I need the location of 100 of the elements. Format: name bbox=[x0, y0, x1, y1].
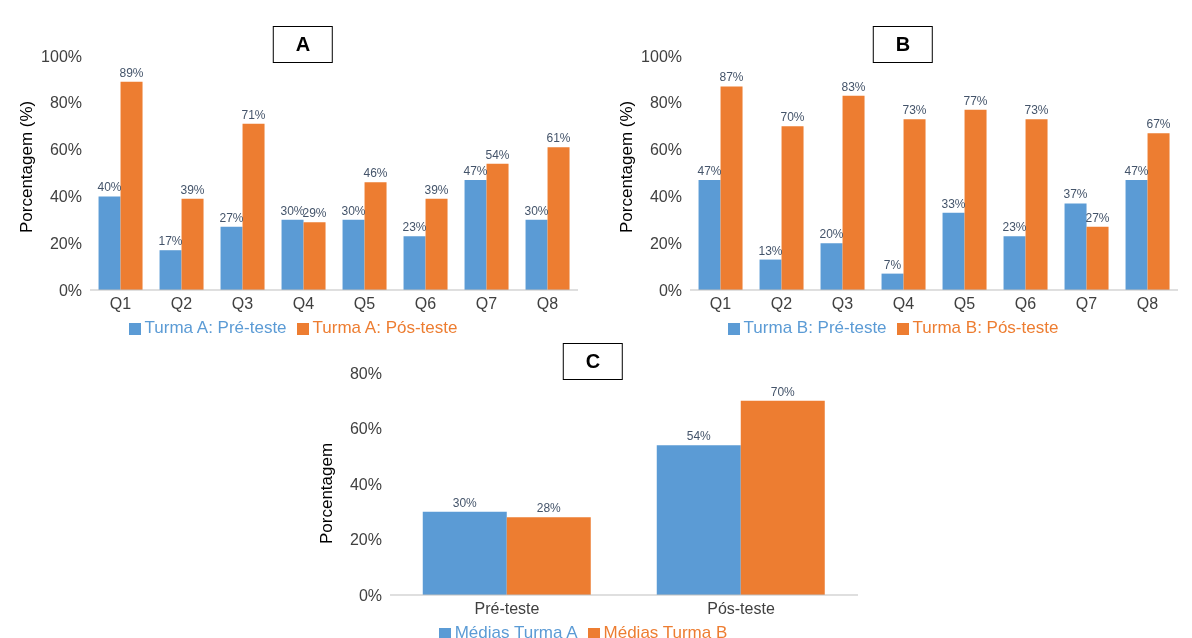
data-label: 23% bbox=[402, 220, 427, 235]
data-label: 7% bbox=[883, 257, 902, 272]
x-tick-label: Q4 bbox=[292, 295, 315, 313]
data-label: 83% bbox=[841, 79, 866, 94]
bar bbox=[698, 180, 721, 290]
y-axis-title: Porcentagem (%) bbox=[17, 100, 37, 233]
y-tick-label: 60% bbox=[349, 420, 382, 438]
bar bbox=[120, 81, 143, 290]
x-tick-label: Q7 bbox=[475, 295, 498, 313]
chart-title: A bbox=[272, 26, 334, 63]
bar bbox=[525, 219, 548, 290]
data-label: 40% bbox=[97, 180, 122, 195]
bar bbox=[303, 222, 326, 290]
x-tick-label: Q8 bbox=[1136, 295, 1159, 313]
data-label: 28% bbox=[536, 501, 562, 516]
y-tick-label: 40% bbox=[349, 475, 382, 493]
data-label: 27% bbox=[219, 210, 244, 225]
y-tick-label: 40% bbox=[649, 188, 682, 206]
x-tick-label: Q3 bbox=[831, 295, 854, 313]
bar bbox=[1064, 203, 1087, 290]
bar bbox=[820, 243, 843, 290]
y-tick-label: 0% bbox=[58, 281, 82, 299]
bar bbox=[720, 86, 743, 290]
legend-label: Médias Turma B bbox=[603, 623, 728, 638]
x-tick-label: Q8 bbox=[536, 295, 559, 313]
bar bbox=[486, 163, 509, 290]
legend-label: Turma A: Pré-teste bbox=[144, 318, 287, 337]
data-label: 70% bbox=[770, 384, 796, 399]
x-tick-label: Q1 bbox=[709, 295, 732, 313]
data-label: 47% bbox=[697, 164, 722, 179]
data-label: 30% bbox=[524, 203, 549, 218]
y-tick-label: 60% bbox=[649, 141, 682, 159]
bar bbox=[181, 198, 204, 290]
data-label: 67% bbox=[1146, 117, 1171, 132]
y-tick-label: 100% bbox=[41, 47, 82, 65]
bar bbox=[422, 511, 507, 595]
data-label: 89% bbox=[119, 65, 144, 80]
y-tick-label: 0% bbox=[658, 281, 682, 299]
bar bbox=[220, 226, 243, 290]
bar bbox=[740, 400, 825, 595]
data-label: 39% bbox=[180, 182, 205, 197]
data-label: 87% bbox=[719, 70, 744, 85]
x-tick-label: Q6 bbox=[1014, 295, 1037, 313]
y-tick-label: 80% bbox=[349, 364, 382, 382]
x-tick-label: Q2 bbox=[170, 295, 193, 313]
data-label: 54% bbox=[485, 147, 510, 162]
data-label: 47% bbox=[1124, 164, 1149, 179]
data-label: 73% bbox=[902, 103, 927, 118]
data-label: 61% bbox=[546, 131, 571, 146]
bar bbox=[403, 236, 426, 290]
data-label: 54% bbox=[686, 429, 712, 444]
y-tick-label: 80% bbox=[649, 94, 682, 112]
x-tick-label: Pré-teste bbox=[474, 600, 540, 618]
bar bbox=[547, 147, 570, 290]
chart-title: C bbox=[562, 343, 624, 380]
bar bbox=[759, 259, 782, 290]
bar bbox=[342, 219, 365, 290]
data-label: 13% bbox=[758, 243, 783, 258]
bar bbox=[242, 123, 265, 290]
bar bbox=[942, 212, 965, 290]
bar bbox=[781, 126, 804, 290]
x-tick-label: Pós-teste bbox=[707, 600, 775, 618]
x-tick-label: Q5 bbox=[353, 295, 376, 313]
data-label: 77% bbox=[963, 93, 988, 108]
x-tick-label: Q7 bbox=[1075, 295, 1098, 313]
legend-label: Médias Turma A bbox=[454, 623, 578, 638]
data-label: 71% bbox=[241, 107, 266, 122]
chart-title: B bbox=[872, 26, 934, 63]
y-axis-title: Porcentagem (%) bbox=[617, 100, 637, 233]
data-label: 46% bbox=[363, 166, 388, 181]
bar bbox=[425, 198, 448, 290]
y-tick-label: 80% bbox=[49, 94, 82, 112]
data-label: 73% bbox=[1024, 103, 1049, 118]
y-axis-title: Porcentagem bbox=[317, 442, 337, 544]
data-label: 33% bbox=[941, 196, 966, 211]
data-label: 23% bbox=[1002, 220, 1027, 235]
y-tick-label: 100% bbox=[641, 47, 682, 65]
bar bbox=[159, 250, 182, 290]
y-tick-label: 20% bbox=[349, 531, 382, 549]
bar bbox=[1025, 119, 1048, 290]
data-label: 47% bbox=[463, 164, 488, 179]
bar bbox=[656, 445, 741, 595]
y-tick-label: 20% bbox=[649, 234, 682, 252]
x-tick-label: Q3 bbox=[231, 295, 254, 313]
bar bbox=[1086, 226, 1109, 290]
legend-label: Turma B: Pré-teste bbox=[743, 318, 887, 337]
bar bbox=[464, 180, 487, 290]
bar bbox=[1125, 180, 1148, 290]
data-label: 17% bbox=[158, 234, 183, 249]
y-tick-label: 40% bbox=[49, 188, 82, 206]
bar bbox=[964, 109, 987, 290]
y-tick-label: 60% bbox=[49, 141, 82, 159]
x-tick-label: Q4 bbox=[892, 295, 915, 313]
x-tick-label: Q2 bbox=[770, 295, 793, 313]
data-label: 37% bbox=[1063, 187, 1088, 202]
bar bbox=[506, 517, 591, 595]
y-tick-label: 20% bbox=[49, 234, 82, 252]
bar bbox=[364, 182, 387, 290]
x-tick-label: Q1 bbox=[109, 295, 132, 313]
bar bbox=[903, 119, 926, 290]
